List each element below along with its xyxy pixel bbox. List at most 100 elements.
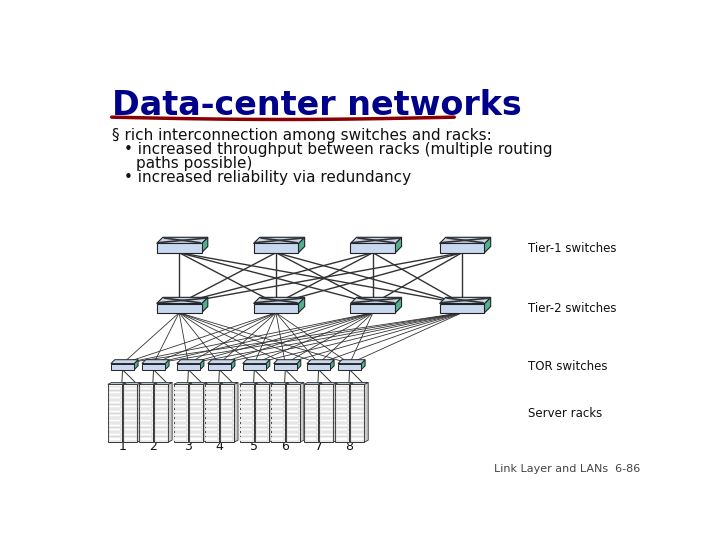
FancyBboxPatch shape (256, 387, 269, 390)
Polygon shape (271, 382, 289, 384)
FancyBboxPatch shape (205, 392, 218, 394)
FancyBboxPatch shape (271, 414, 284, 417)
FancyBboxPatch shape (205, 437, 218, 441)
FancyBboxPatch shape (287, 396, 300, 399)
FancyBboxPatch shape (109, 423, 121, 427)
Polygon shape (274, 360, 301, 363)
FancyBboxPatch shape (320, 384, 333, 442)
FancyBboxPatch shape (190, 433, 202, 436)
Polygon shape (200, 360, 204, 370)
FancyBboxPatch shape (221, 437, 233, 441)
FancyBboxPatch shape (205, 387, 218, 390)
Polygon shape (485, 237, 490, 253)
Polygon shape (297, 360, 301, 370)
Polygon shape (240, 382, 258, 384)
FancyBboxPatch shape (304, 384, 318, 442)
FancyBboxPatch shape (287, 433, 300, 436)
FancyBboxPatch shape (124, 428, 137, 431)
Polygon shape (111, 363, 134, 370)
Polygon shape (335, 382, 353, 384)
FancyBboxPatch shape (351, 392, 364, 394)
FancyBboxPatch shape (287, 410, 300, 413)
Polygon shape (439, 237, 490, 244)
FancyBboxPatch shape (351, 423, 364, 427)
Polygon shape (395, 237, 402, 253)
FancyBboxPatch shape (155, 437, 168, 441)
Text: • increased throughput between racks (multiple routing: • increased throughput between racks (mu… (124, 142, 553, 157)
FancyBboxPatch shape (109, 433, 121, 436)
FancyBboxPatch shape (256, 392, 269, 394)
FancyBboxPatch shape (271, 384, 284, 442)
FancyBboxPatch shape (351, 437, 364, 441)
Polygon shape (286, 382, 304, 384)
FancyBboxPatch shape (256, 396, 269, 399)
FancyBboxPatch shape (154, 384, 168, 442)
FancyBboxPatch shape (320, 433, 333, 436)
FancyBboxPatch shape (336, 414, 348, 417)
FancyBboxPatch shape (155, 392, 168, 394)
FancyBboxPatch shape (305, 423, 317, 427)
FancyBboxPatch shape (205, 423, 218, 427)
FancyBboxPatch shape (205, 433, 218, 436)
Polygon shape (177, 363, 200, 370)
FancyBboxPatch shape (271, 433, 284, 436)
Text: 3: 3 (184, 440, 192, 453)
FancyBboxPatch shape (190, 419, 202, 422)
Text: Link Layer and LANs  6-86: Link Layer and LANs 6-86 (494, 464, 640, 475)
FancyBboxPatch shape (124, 414, 137, 417)
Polygon shape (361, 360, 365, 370)
FancyBboxPatch shape (109, 405, 121, 408)
FancyBboxPatch shape (221, 401, 233, 403)
Polygon shape (253, 244, 299, 253)
Text: Data-center networks: Data-center networks (112, 90, 521, 123)
FancyBboxPatch shape (109, 414, 121, 417)
FancyBboxPatch shape (220, 384, 234, 442)
FancyBboxPatch shape (190, 401, 202, 403)
FancyBboxPatch shape (140, 387, 152, 390)
FancyBboxPatch shape (190, 392, 202, 394)
Text: 2: 2 (150, 440, 158, 453)
Polygon shape (142, 363, 165, 370)
FancyBboxPatch shape (174, 392, 187, 394)
FancyBboxPatch shape (305, 401, 317, 403)
Polygon shape (351, 382, 368, 384)
FancyBboxPatch shape (271, 428, 284, 431)
FancyBboxPatch shape (124, 410, 137, 413)
FancyBboxPatch shape (240, 387, 253, 390)
Polygon shape (333, 382, 337, 442)
Polygon shape (330, 360, 334, 370)
FancyBboxPatch shape (124, 405, 137, 408)
FancyBboxPatch shape (140, 414, 152, 417)
Polygon shape (139, 382, 157, 384)
Polygon shape (243, 360, 270, 363)
FancyBboxPatch shape (174, 433, 187, 436)
FancyBboxPatch shape (320, 419, 333, 422)
FancyBboxPatch shape (240, 423, 253, 427)
Polygon shape (338, 363, 361, 370)
FancyBboxPatch shape (205, 414, 218, 417)
FancyBboxPatch shape (271, 423, 284, 427)
FancyBboxPatch shape (320, 437, 333, 441)
Polygon shape (220, 382, 238, 384)
FancyBboxPatch shape (109, 396, 121, 399)
FancyBboxPatch shape (140, 401, 152, 403)
Polygon shape (318, 382, 322, 442)
FancyBboxPatch shape (124, 419, 137, 422)
FancyBboxPatch shape (320, 423, 333, 427)
Polygon shape (123, 382, 141, 384)
Polygon shape (134, 360, 138, 370)
FancyBboxPatch shape (140, 437, 152, 441)
Polygon shape (157, 298, 208, 303)
FancyBboxPatch shape (336, 423, 348, 427)
Polygon shape (364, 382, 368, 442)
FancyBboxPatch shape (240, 419, 253, 422)
Polygon shape (208, 360, 235, 363)
Polygon shape (122, 382, 126, 442)
FancyBboxPatch shape (320, 392, 333, 394)
FancyBboxPatch shape (205, 401, 218, 403)
FancyBboxPatch shape (256, 437, 269, 441)
FancyBboxPatch shape (351, 414, 364, 417)
FancyBboxPatch shape (221, 405, 233, 408)
FancyBboxPatch shape (305, 414, 317, 417)
FancyBboxPatch shape (221, 414, 233, 417)
